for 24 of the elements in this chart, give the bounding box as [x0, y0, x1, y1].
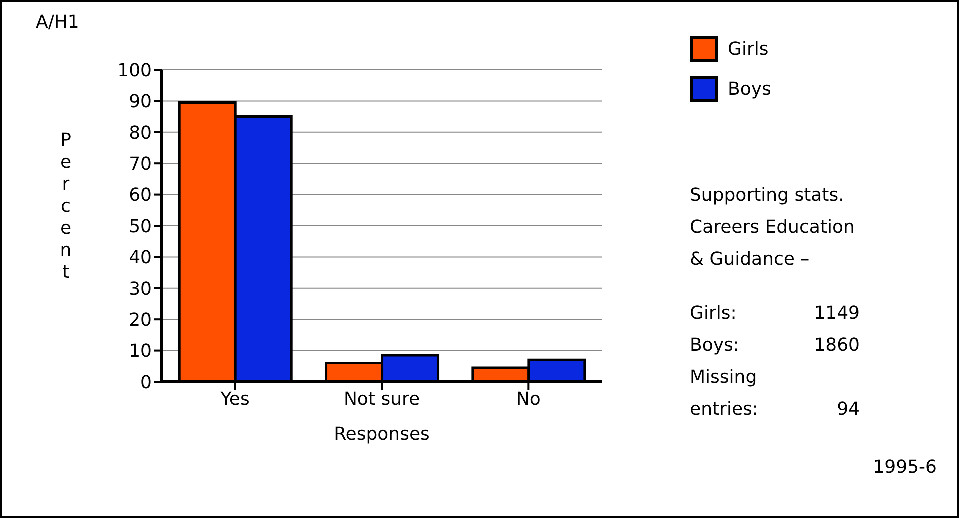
text: Missing entries: 94 [690, 367, 860, 420]
y-tick-label: 10 [129, 341, 152, 362]
text: Boys: 1860 [690, 335, 860, 356]
y-tick-label: 50 [129, 216, 152, 238]
text: 1995-6 [873, 457, 937, 478]
x-tick-label: No [516, 388, 541, 410]
x-axis-title: Responses [334, 424, 430, 445]
y-tick-label: 100 [118, 60, 152, 82]
y-tick-label: 40 [129, 248, 152, 269]
legend-label: Girls [728, 38, 769, 60]
legend-label: Boys [728, 78, 772, 100]
x-tick-label: Yes [220, 388, 250, 410]
chart-title: A/H1 [36, 12, 80, 33]
y-tick-label: 80 [129, 122, 152, 144]
y-tick-label: 60 [129, 185, 152, 206]
y-tick-label: 0 [140, 372, 152, 394]
y-axis-title: Percent [59, 130, 73, 284]
text: Supporting stats. Careers Education & Guidance – [690, 184, 856, 272]
text: Girls: 1149 [690, 303, 860, 324]
y-tick-label: 30 [129, 278, 152, 300]
y-tick-label: 20 [129, 310, 152, 331]
y-tick-label: 90 [129, 92, 152, 113]
x-tick-label: Not sure [344, 388, 420, 410]
y-tick-label: 70 [129, 154, 152, 175]
